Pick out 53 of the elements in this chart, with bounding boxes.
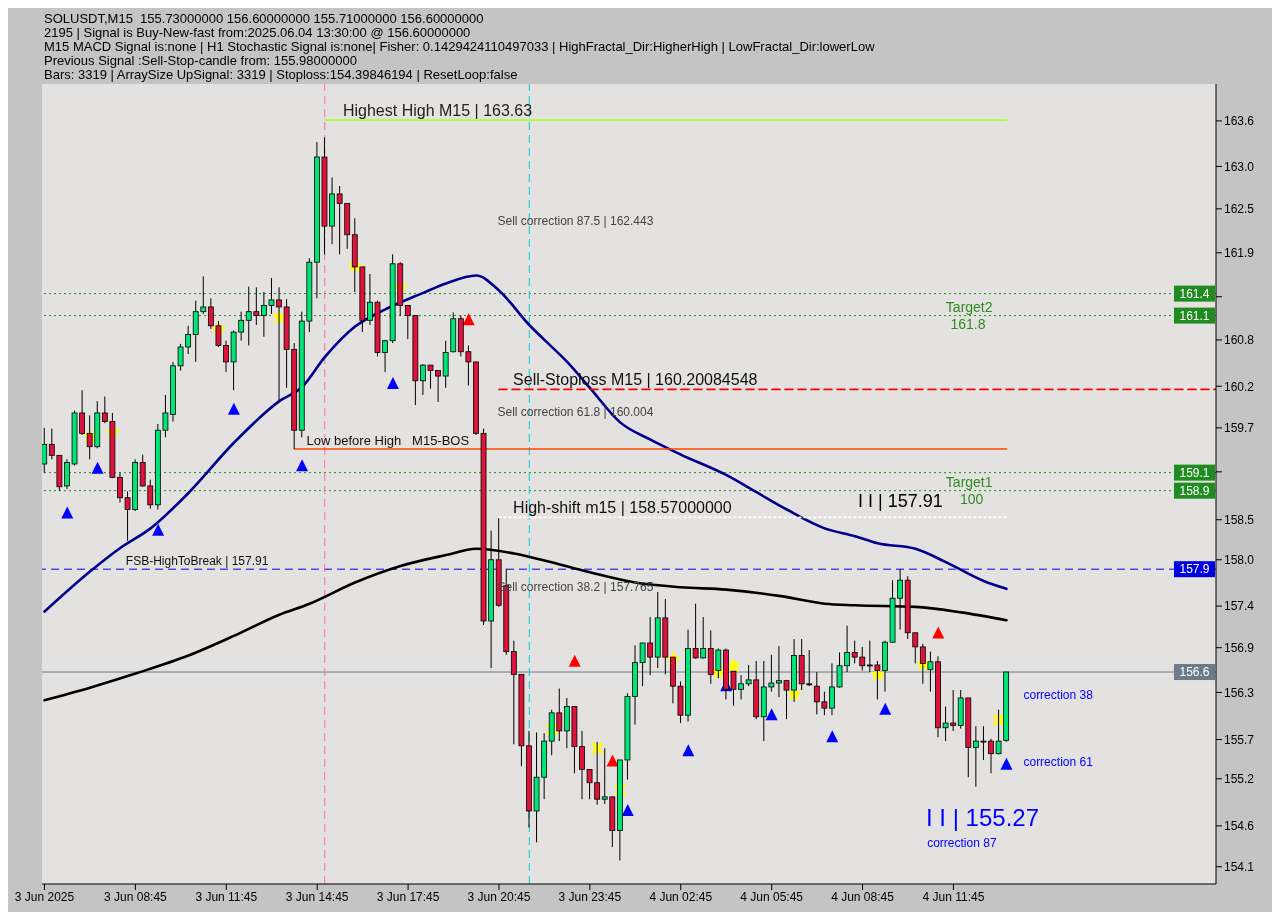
ref-line-label: 156.6 (1179, 665, 1210, 680)
annotation: correction 61 (1023, 755, 1093, 770)
y-tick-label: 155.2 (1224, 772, 1255, 787)
y-tick-label: 163.0 (1224, 159, 1255, 174)
ref-line-label: 161.4 (1179, 286, 1210, 301)
x-tick-label: 4 Jun 05:45 (740, 889, 804, 904)
y-tick-label: 162.5 (1224, 202, 1255, 217)
annotation: High-shift m15 | 158.57000000 (513, 499, 732, 517)
annotation: Sell correction 38.2 | 157.765 (497, 580, 654, 595)
x-tick-label: 4 Jun 08:45 (831, 889, 895, 904)
ref-line-label: 159.1 (1179, 465, 1210, 480)
annotation: Highest High M15 | 163.63 (342, 102, 533, 120)
x-tick-label: 3 Jun 11:45 (195, 889, 258, 904)
annotation: FSB-HighToBreak | 157.91 (125, 554, 269, 569)
y-tick-label: 156.3 (1224, 685, 1255, 700)
y-tick-label: 158.0 (1224, 553, 1255, 568)
ref-line-label: 158.9 (1179, 483, 1210, 498)
annotation: I I | 155.27 (926, 804, 1039, 832)
y-tick-label: 161.9 (1224, 246, 1255, 261)
x-tick-label: 4 Jun 02:45 (649, 889, 713, 904)
y-tick-label: 163.6 (1224, 114, 1255, 129)
y-tick-label: 157.4 (1224, 599, 1255, 614)
y-tick-label: 160.2 (1224, 379, 1255, 394)
annotation: 100 (959, 491, 984, 508)
annotation: Sell correction 87.5 | 162.443 (497, 214, 654, 229)
x-tick-label: 3 Jun 2025 (14, 889, 75, 904)
y-tick-label: 154.6 (1224, 819, 1255, 834)
x-tick-label: 3 Jun 20:45 (467, 889, 531, 904)
x-tick-label: 3 Jun 17:45 (376, 889, 440, 904)
ref-line-label: 161.1 (1179, 308, 1210, 323)
ref-line-label: 157.9 (1179, 562, 1210, 577)
chart-title: SOLUSDT,M15 155.73000000 156.60000000 155.71000000 156.60000000 (44, 11, 485, 26)
x-tick-label: 4 Jun 11:45 (922, 889, 985, 904)
annotation: Target2 (945, 298, 993, 315)
y-tick-label: 160.8 (1224, 333, 1255, 348)
annotation: Low before High M15-BOS (306, 433, 470, 449)
y-tick-label: 155.7 (1224, 732, 1255, 747)
text: M15 MACD Signal is:none | H1 Stochastic Signal is:none| Fisher: 0.1429424110497033 | HighFractal_Dir:HigherHigh | LowFractal_Dir:lowerLow (44, 39, 875, 54)
text: 2195 | Signal is Buy-New-fast from:2025.06.04 13:30:00 @ 156.60000000 (44, 25, 472, 40)
text: Previous Signal :Sell-Stop-candle from: 155.98000000 (44, 53, 357, 68)
y-tick-label: 159.7 (1224, 421, 1255, 436)
annotation: correction 38 (1023, 688, 1093, 703)
x-tick-label: 3 Jun 23:45 (558, 889, 622, 904)
y-tick-label: 158.5 (1224, 512, 1255, 527)
annotation: 161.8 (950, 316, 986, 333)
y-tick-label: 156.9 (1224, 640, 1255, 655)
text: Bars: 3319 | ArraySize UpSignal: 3319 | Stoploss:154.39846194 | ResetLoop:false (44, 67, 519, 82)
annotation: correction 87 (927, 836, 997, 851)
x-tick-label: 3 Jun 08:45 (104, 889, 168, 904)
x-tick-label: 3 Jun 14:45 (285, 889, 349, 904)
annotation: I I | 157.91 (857, 490, 943, 511)
annotation: Target1 (945, 473, 993, 490)
y-tick-label: 154.1 (1224, 859, 1255, 874)
